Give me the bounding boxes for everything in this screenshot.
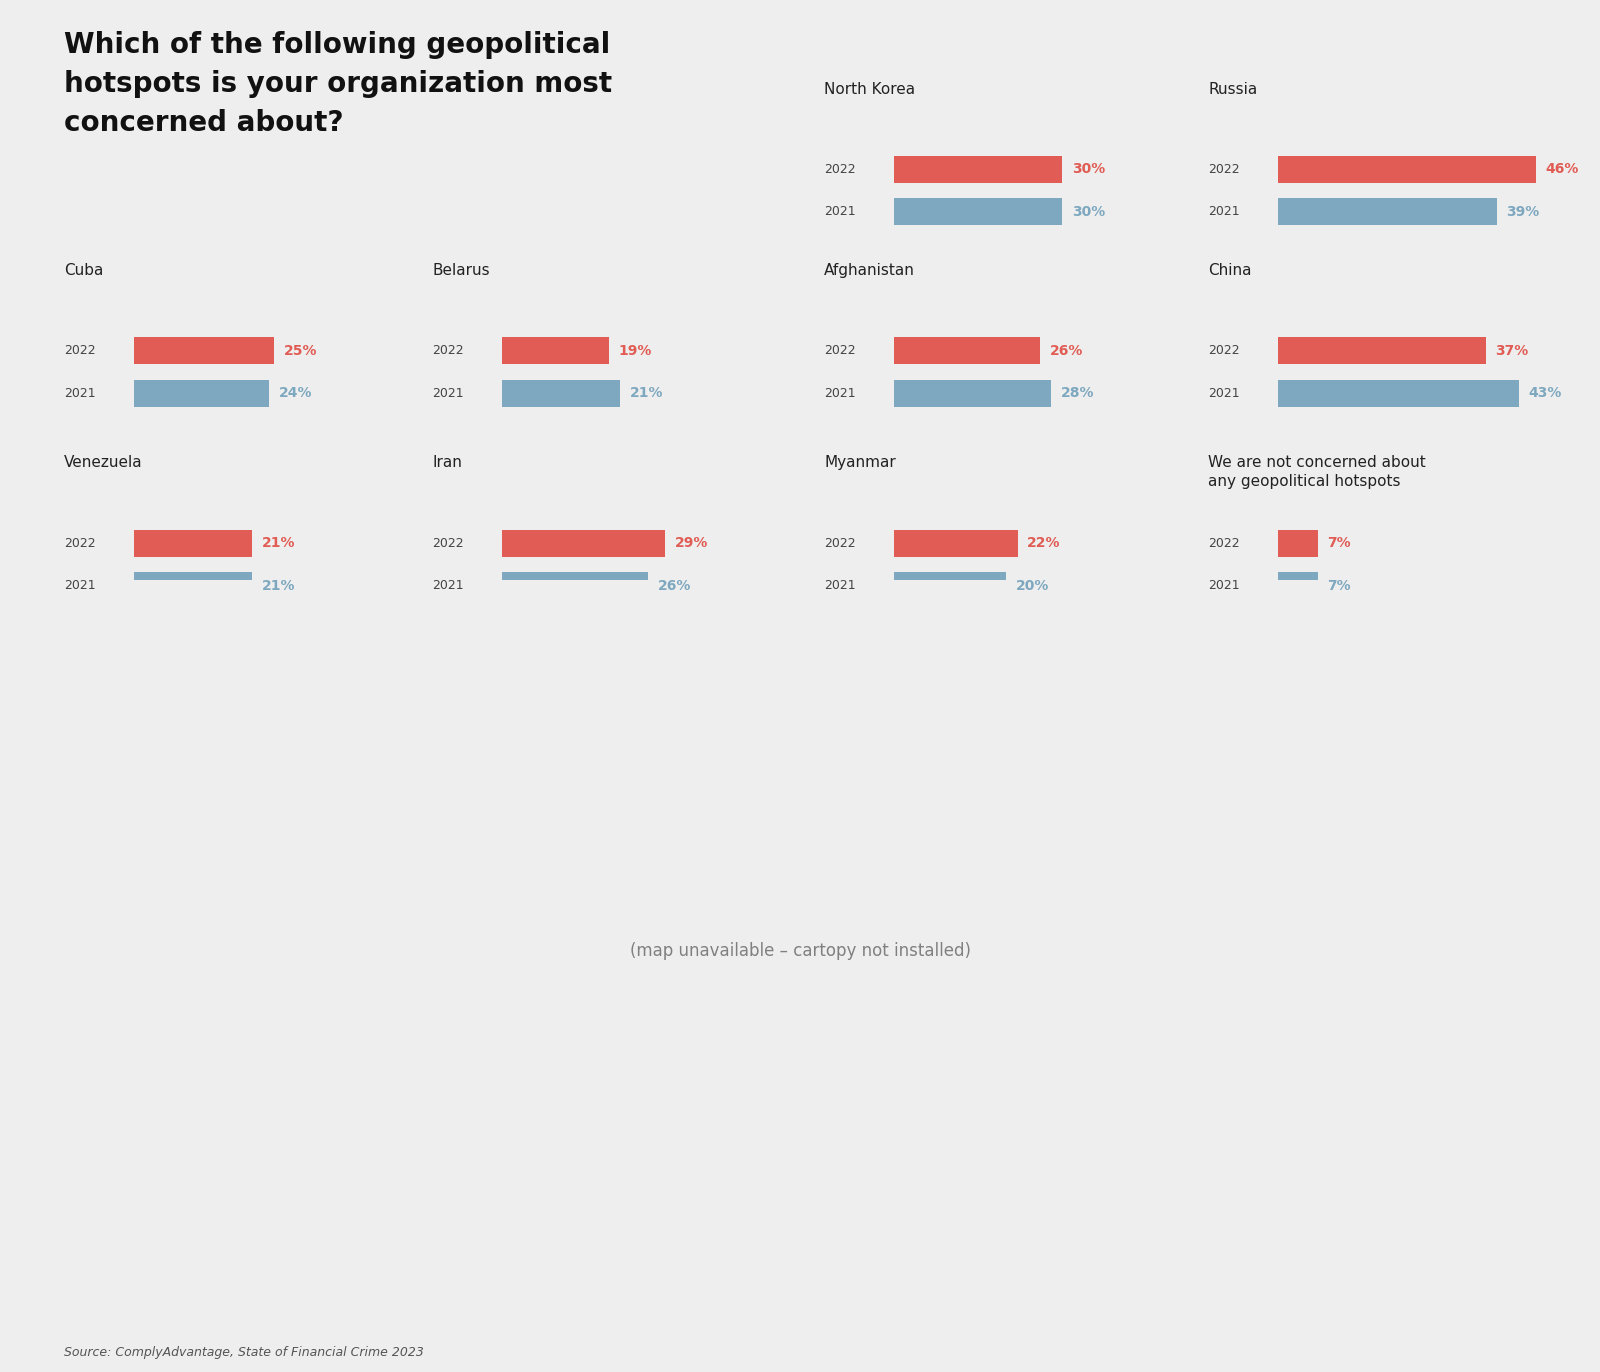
Text: 28%: 28% (1061, 386, 1094, 401)
Bar (1278, 530, 1318, 557)
Bar (1278, 572, 1318, 600)
Text: 21%: 21% (261, 579, 294, 593)
Text: Afghanistan: Afghanistan (824, 263, 915, 279)
Text: 39%: 39% (1507, 204, 1539, 220)
Text: 2022: 2022 (432, 536, 464, 550)
Text: 22%: 22% (1027, 536, 1061, 550)
Text: 29%: 29% (675, 536, 707, 550)
Text: Myanmar: Myanmar (824, 456, 896, 471)
Text: 21%: 21% (261, 536, 294, 550)
Bar (502, 572, 648, 600)
Bar (1278, 338, 1486, 364)
Text: Source: ComplyAdvantage, State of Financial Crime 2023: Source: ComplyAdvantage, State of Financ… (64, 1346, 424, 1358)
Bar (502, 530, 666, 557)
Text: 2021: 2021 (64, 579, 96, 593)
Text: 2022: 2022 (1208, 344, 1240, 357)
Text: 43%: 43% (1530, 386, 1562, 401)
Text: 7%: 7% (1328, 536, 1350, 550)
Text: 26%: 26% (1050, 343, 1083, 358)
Text: 26%: 26% (658, 579, 691, 593)
Text: Venezuela: Venezuela (64, 456, 142, 471)
Bar (502, 338, 608, 364)
Text: We are not concerned about
any geopolitical hotspots: We are not concerned about any geopoliti… (1208, 456, 1426, 488)
Text: 24%: 24% (278, 386, 312, 401)
Bar (894, 380, 1051, 406)
Text: Russia: Russia (1208, 82, 1258, 96)
Text: 2022: 2022 (1208, 163, 1240, 176)
Text: 2021: 2021 (824, 206, 856, 218)
Text: 2022: 2022 (1208, 536, 1240, 550)
Text: Cuba: Cuba (64, 263, 104, 279)
Text: 2021: 2021 (432, 579, 464, 593)
Bar (894, 199, 1062, 225)
Text: 2022: 2022 (432, 344, 464, 357)
Text: 2022: 2022 (824, 344, 856, 357)
Text: Belarus: Belarus (432, 263, 490, 279)
Text: 2021: 2021 (432, 387, 464, 399)
Text: 37%: 37% (1496, 343, 1528, 358)
Text: 2021: 2021 (1208, 579, 1240, 593)
Text: 2021: 2021 (824, 387, 856, 399)
Bar (1278, 380, 1520, 406)
Text: 2021: 2021 (1208, 387, 1240, 399)
Text: (map unavailable – cartopy not installed): (map unavailable – cartopy not installed… (629, 943, 971, 960)
Text: Iran: Iran (432, 456, 462, 471)
Text: Which of the following geopolitical
hotspots is your organization most
concerned: Which of the following geopolitical hots… (64, 30, 613, 137)
Bar (894, 530, 1018, 557)
Text: 2022: 2022 (64, 536, 96, 550)
Bar (134, 572, 251, 600)
Text: 21%: 21% (630, 386, 662, 401)
Text: 46%: 46% (1546, 162, 1579, 177)
Bar (134, 380, 269, 406)
Text: 19%: 19% (618, 343, 651, 358)
Bar (1278, 156, 1536, 182)
Text: 2021: 2021 (64, 387, 96, 399)
Text: 30%: 30% (1072, 204, 1106, 220)
Bar (134, 338, 275, 364)
Text: 2022: 2022 (824, 536, 856, 550)
Text: North Korea: North Korea (824, 82, 915, 96)
Text: 20%: 20% (1016, 579, 1050, 593)
Bar (1278, 199, 1498, 225)
Text: 2021: 2021 (1208, 206, 1240, 218)
Bar (502, 380, 621, 406)
Text: 2021: 2021 (824, 579, 856, 593)
Text: 25%: 25% (285, 343, 317, 358)
Bar (894, 338, 1040, 364)
Text: 2022: 2022 (824, 163, 856, 176)
Bar (134, 530, 251, 557)
Bar (894, 572, 1006, 600)
Bar (894, 156, 1062, 182)
Text: China: China (1208, 263, 1251, 279)
Text: 7%: 7% (1328, 579, 1350, 593)
Text: 30%: 30% (1072, 162, 1106, 177)
Text: 2022: 2022 (64, 344, 96, 357)
